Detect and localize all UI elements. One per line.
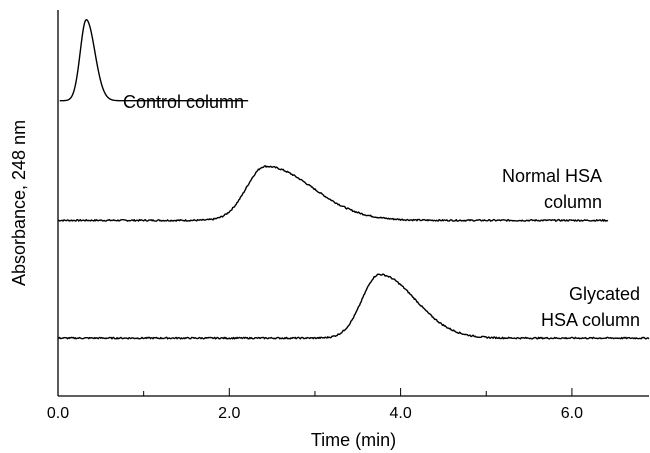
x-tick-label: 2.0: [218, 405, 240, 422]
trace-label: Normal HSA: [502, 166, 602, 186]
trace-normal-hsa-column: [57, 165, 609, 222]
trace-label: column: [544, 192, 602, 212]
trace-labels: Control column Normal HSA column Glycated HS…: [123, 92, 640, 330]
x-tick-label: 0.0: [47, 405, 69, 422]
trace-glycated-hsa-column: [57, 273, 650, 340]
traces: [57, 18, 650, 340]
x-tick-label: 6.0: [561, 405, 583, 422]
trace-label: Glycated: [569, 284, 640, 304]
y-axis-title: Absorbance, 248 nm: [9, 120, 29, 286]
trace-label: HSA column: [541, 310, 640, 330]
x-axis-title: Time (min): [311, 430, 396, 450]
trace-control-column: [59, 18, 249, 102]
x-tick-label: 4.0: [389, 405, 411, 422]
x-ticks: 0.0 2.0 4.0 6.0: [47, 388, 583, 422]
trace-label: Control column: [123, 92, 244, 112]
plot-area: Control column Normal HSA column Glycated HS…: [47, 10, 650, 422]
